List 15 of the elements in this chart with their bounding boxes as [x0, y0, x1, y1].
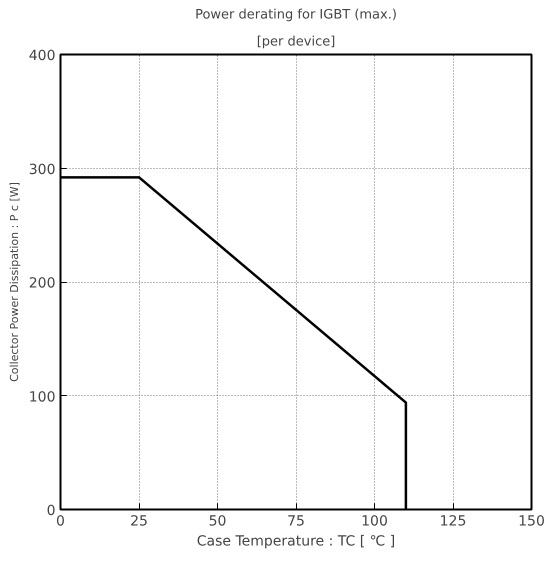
y-tick-label: 300 [28, 162, 56, 178]
x-tick-label: 50 [208, 514, 226, 530]
y-tick-label: 0 [46, 503, 56, 519]
x-tick-label: 100 [361, 514, 388, 530]
chart-subtitle: [per device] [256, 34, 336, 50]
x-tick-label: 75 [287, 514, 305, 530]
chart-title: Power derating for IGBT (max.) [195, 8, 397, 22]
x-tick-label: 150 [518, 514, 545, 530]
x-axis-title: Case Temperature : TC [ ℃ ] [196, 534, 396, 550]
y-tick-label: 200 [28, 276, 56, 292]
x-tick-label: 125 [440, 514, 466, 530]
y-tick-label: 400 [28, 48, 56, 64]
x-tick-label: 25 [130, 514, 148, 530]
y-axis-title: Collector Power Dissipation : P c [W] [8, 182, 21, 382]
y-tick-label: 100 [28, 389, 56, 406]
